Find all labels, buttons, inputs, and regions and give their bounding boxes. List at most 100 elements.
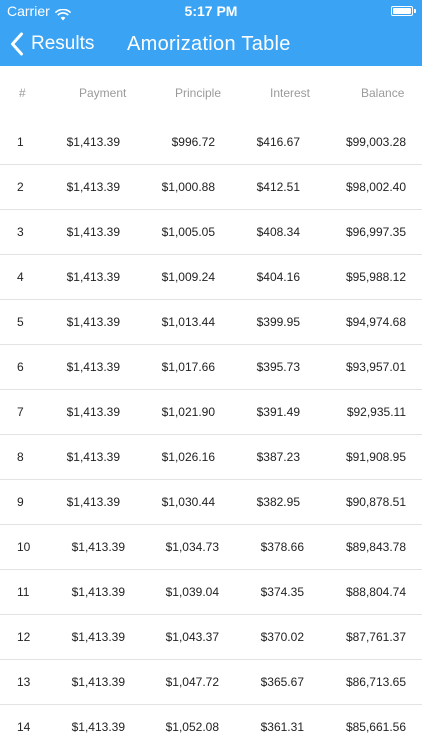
interest-cell: $416.67 [256, 135, 300, 149]
table-row: 4 $1,413.39 $1,009.24 $404.16 $95,988.12 [0, 255, 422, 300]
interest-cell: $391.49 [256, 405, 300, 419]
balance-cell: $93,957.01 [345, 360, 406, 374]
payment-cell: $1,413.39 [66, 270, 120, 284]
table-row: 8 $1,413.39 $1,026.16 $387.23 $91,908.95 [0, 435, 422, 480]
amortization-table: # Payment Principle Interest Balance 1 $1… [0, 66, 422, 750]
balance-cell: $96,997.35 [345, 225, 406, 239]
row-number: 4 [17, 270, 24, 284]
table-row: 11 $1,413.39 $1,039.04 $374.35 $88,804.74 [0, 570, 422, 615]
table-header: # Payment Principle Interest Balance [0, 66, 422, 120]
payment-cell: $1,413.39 [66, 450, 120, 464]
navigation-bar: Results Amorization Table [0, 22, 422, 66]
row-number: 2 [17, 180, 24, 194]
row-number: 14 [17, 720, 31, 734]
balance-cell: $95,988.12 [345, 270, 406, 284]
interest-cell: $404.16 [256, 270, 300, 284]
principle-cell: $1,026.16 [161, 450, 215, 464]
table-row: 13 $1,413.39 $1,047.72 $365.67 $86,713.65 [0, 660, 422, 705]
row-number: 11 [17, 585, 30, 599]
table-row: 5 $1,413.39 $1,013.44 $399.95 $94,974.68 [0, 300, 422, 345]
payment-cell: $1,413.39 [66, 180, 120, 194]
balance-cell: $91,908.95 [345, 450, 406, 464]
top-bar: Carrier 5:17 PM [0, 0, 422, 66]
principle-cell: $1,009.24 [161, 270, 215, 284]
interest-cell: $361.31 [260, 720, 304, 734]
table-row: 3 $1,413.39 $1,005.05 $408.34 $96,997.35 [0, 210, 422, 255]
table-row: 9 $1,413.39 $1,030.44 $382.95 $90,878.51 [0, 480, 422, 525]
interest-cell: $387.23 [256, 450, 300, 464]
payment-cell: $1,413.39 [66, 360, 120, 374]
table-row: 12 $1,413.39 $1,043.37 $370.02 $87,761.37 [0, 615, 422, 660]
wifi-icon [54, 5, 71, 21]
balance-cell: $90,878.51 [345, 495, 406, 509]
column-header-interest: Interest [270, 86, 311, 100]
interest-cell: $382.95 [256, 495, 300, 509]
status-bar: Carrier 5:17 PM [0, 0, 422, 22]
payment-cell: $1,413.39 [71, 585, 125, 599]
carrier-label: Carrier [7, 3, 50, 19]
interest-cell: $374.35 [260, 585, 304, 599]
table-row: 10 $1,413.39 $1,034.73 $378.66 $89,843.78 [0, 525, 422, 570]
balance-cell: $87,761.37 [345, 630, 406, 644]
column-header-number: # [19, 86, 26, 100]
principle-cell: $1,030.44 [161, 495, 215, 509]
principle-cell: $996.72 [171, 135, 215, 149]
column-header-principle: Principle [175, 86, 222, 100]
payment-cell: $1,413.39 [66, 495, 120, 509]
battery-icon [391, 6, 416, 16]
payment-cell: $1,413.39 [66, 405, 120, 419]
table-row: 2 $1,413.39 $1,000.88 $412.51 $98,002.40 [0, 165, 422, 210]
table-row: 1 $1,413.39 $996.72 $416.67 $99,003.28 [0, 120, 422, 165]
interest-cell: $378.66 [260, 540, 304, 554]
principle-cell: $1,034.73 [165, 540, 219, 554]
balance-cell: $88,804.74 [345, 585, 406, 599]
principle-cell: $1,017.66 [161, 360, 215, 374]
table-row: 14 $1,413.39 $1,052.08 $361.31 $85,661.56 [0, 705, 422, 750]
row-number: 5 [17, 315, 24, 329]
payment-cell: $1,413.39 [71, 630, 125, 644]
interest-cell: $370.02 [260, 630, 304, 644]
interest-cell: $412.51 [256, 180, 300, 194]
page-title: Amorization Table [127, 33, 291, 55]
row-number: 13 [17, 675, 31, 689]
payment-cell: $1,413.39 [71, 675, 125, 689]
row-number: 3 [17, 225, 24, 239]
row-number: 6 [17, 360, 24, 374]
row-number: 7 [17, 405, 24, 419]
row-number: 12 [17, 630, 31, 644]
back-button[interactable]: Results [10, 29, 94, 59]
balance-cell: $99,003.28 [345, 135, 406, 149]
interest-cell: $399.95 [256, 315, 300, 329]
principle-cell: $1,013.44 [161, 315, 215, 329]
row-number: 9 [17, 495, 24, 509]
balance-cell: $92,935.11 [346, 405, 406, 419]
chevron-left-icon [10, 32, 24, 56]
payment-cell: $1,413.39 [71, 540, 125, 554]
column-header-balance: Balance [361, 86, 405, 100]
balance-cell: $86,713.65 [345, 675, 406, 689]
principle-cell: $1,043.37 [165, 630, 219, 644]
principle-cell: $1,000.88 [161, 180, 215, 194]
principle-cell: $1,047.72 [165, 675, 219, 689]
payment-cell: $1,413.39 [66, 135, 120, 149]
principle-cell: $1,039.04 [165, 585, 219, 599]
table-body: 1 $1,413.39 $996.72 $416.67 $99,003.28 2 $1,41… [0, 120, 422, 750]
balance-cell: $94,974.68 [345, 315, 406, 329]
row-number: 8 [17, 450, 24, 464]
balance-cell: $98,002.40 [345, 180, 406, 194]
payment-cell: $1,413.39 [66, 225, 120, 239]
principle-cell: $1,052.08 [165, 720, 219, 734]
interest-cell: $365.67 [260, 675, 304, 689]
row-number: 10 [17, 540, 31, 554]
row-number: 1 [17, 135, 24, 149]
payment-cell: $1,413.39 [66, 315, 120, 329]
table-row: 7 $1,413.39 $1,021.90 $391.49 $92,935.11 [0, 390, 422, 435]
carrier-group: Carrier [7, 0, 71, 22]
clock: 5:17 PM [184, 3, 238, 19]
table-row: 6 $1,413.39 $1,017.66 $395.73 $93,957.01 [0, 345, 422, 390]
principle-cell: $1,005.05 [161, 225, 215, 239]
interest-cell: $395.73 [256, 360, 300, 374]
principle-cell: $1,021.90 [161, 405, 215, 419]
payment-cell: $1,413.39 [71, 720, 125, 734]
